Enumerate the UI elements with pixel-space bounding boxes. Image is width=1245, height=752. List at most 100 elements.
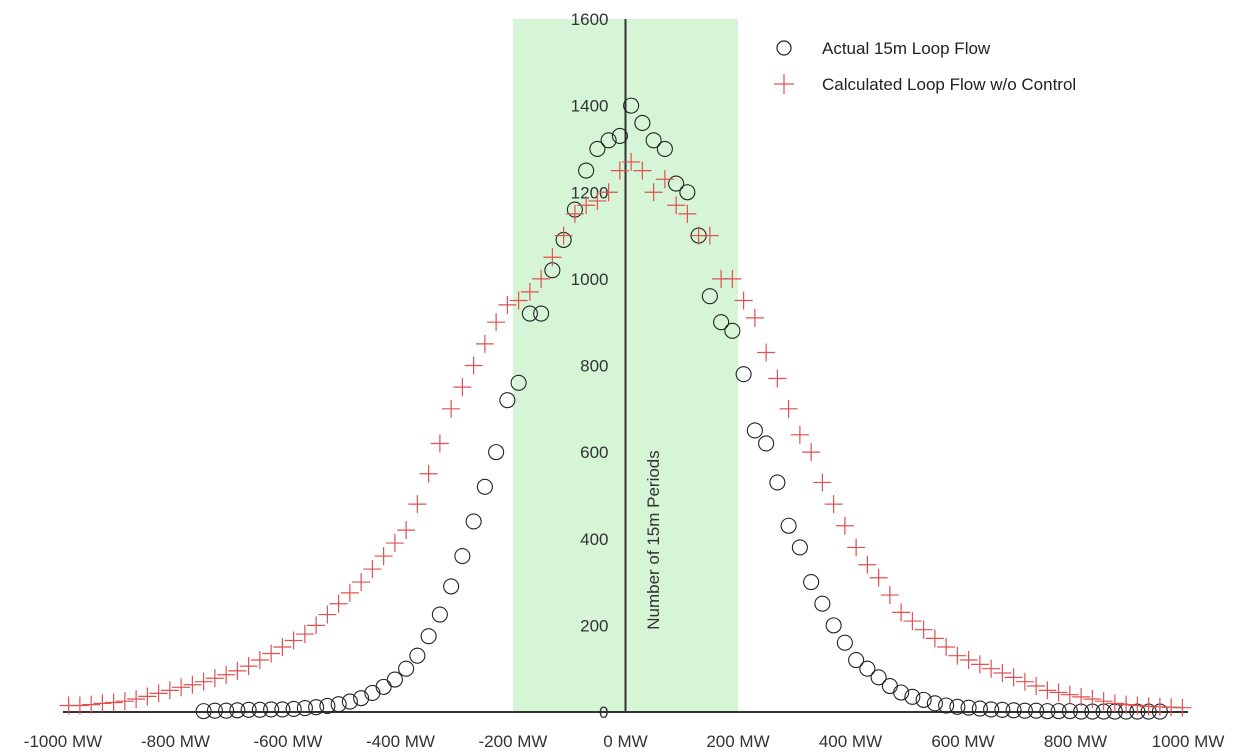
data-point-circle — [668, 175, 685, 192]
data-point-plus — [1128, 696, 1147, 715]
data-point-circle — [634, 114, 651, 131]
y-tick-label: 200 — [580, 616, 608, 635]
data-point-circle — [713, 314, 730, 331]
data-point-circle — [881, 677, 898, 695]
data-point-circle — [645, 132, 662, 149]
data-point-plus — [1105, 694, 1124, 713]
data-point-circle — [353, 690, 370, 707]
data-point-circle — [398, 660, 415, 677]
data-point-plus — [408, 495, 427, 514]
data-point-plus — [397, 521, 416, 540]
data-point-plus — [633, 161, 652, 180]
data-point-circle — [240, 701, 257, 718]
x-tick-labels: -1000 MW -800 MW -600 MW -400 MW -200 MW 0 MW… — [24, 732, 1225, 751]
data-point-plus — [352, 573, 371, 592]
data-point-plus — [543, 248, 562, 267]
data-point-circle — [1005, 702, 1022, 719]
data-point-plus — [959, 651, 978, 670]
data-point-plus — [655, 170, 674, 189]
data-point-plus — [442, 399, 461, 418]
data-point-circle — [308, 699, 325, 716]
data-point-circle — [465, 513, 482, 530]
data-point-circle — [1016, 702, 1033, 719]
data-point-circle — [229, 702, 246, 719]
data-point-circle — [949, 698, 966, 715]
data-point-circle — [263, 701, 280, 718]
data-point-circle — [420, 628, 437, 645]
series-calculated — [59, 152, 1192, 717]
data-point-plus — [194, 672, 213, 691]
data-point-circle — [656, 140, 673, 157]
x-tick-label: -200 MW — [479, 732, 548, 751]
data-point-circle — [330, 696, 347, 713]
data-point-plus — [948, 646, 967, 665]
data-point-circle — [893, 684, 910, 701]
data-point-plus — [869, 568, 888, 587]
data-point-plus — [790, 425, 809, 444]
data-point-plus — [160, 681, 179, 700]
data-point-circle — [476, 478, 493, 495]
data-point-plus — [307, 616, 326, 635]
y-tick-label: 1200 — [571, 183, 609, 202]
data-point-plus — [127, 690, 146, 709]
data-point-circle — [960, 699, 977, 716]
data-point-plus — [858, 555, 877, 574]
data-point-plus — [577, 196, 596, 215]
data-point-plus — [554, 226, 573, 245]
data-point-plus — [892, 603, 911, 622]
data-point-plus — [937, 638, 956, 657]
data-point-circle — [431, 606, 448, 623]
data-point-circle — [983, 701, 1000, 718]
data-point-circle — [938, 697, 955, 714]
data-point-plus — [678, 204, 697, 223]
data-point-plus — [340, 583, 359, 602]
y-tick-label: 600 — [580, 443, 608, 462]
data-point-plus — [1015, 672, 1034, 691]
data-point-plus — [1038, 681, 1057, 700]
data-point-plus — [745, 308, 764, 327]
data-point-plus — [374, 547, 393, 566]
data-point-plus — [419, 464, 438, 483]
data-point-circle — [791, 539, 808, 556]
data-point-plus — [520, 282, 539, 301]
data-point-plus — [329, 594, 348, 613]
y-tick-label: 1600 — [571, 10, 609, 29]
data-point-circle — [251, 701, 268, 718]
legend-item-actual: Actual 15m Loop Flow — [776, 39, 991, 58]
series-actual — [195, 97, 1168, 720]
legend-item-calculated: Calculated Loop Flow w/o Control — [774, 74, 1076, 94]
data-point-plus — [802, 443, 821, 462]
data-point-plus — [363, 560, 382, 579]
data-point-plus — [779, 399, 798, 418]
data-point-plus — [599, 183, 618, 202]
data-point-circle — [578, 162, 595, 179]
data-point-plus — [824, 495, 843, 514]
data-point-plus — [138, 687, 157, 706]
data-point-circle — [319, 697, 336, 714]
data-point-plus — [239, 657, 258, 676]
data-point-plus — [723, 269, 742, 288]
data-point-plus — [667, 196, 686, 215]
x-tick-label: -400 MW — [366, 732, 435, 751]
data-point-circle — [859, 660, 876, 677]
data-point-circle — [758, 435, 775, 452]
data-point-circle — [814, 595, 831, 612]
data-point-plus — [464, 356, 483, 375]
data-point-circle — [409, 647, 426, 664]
data-point-plus — [228, 661, 247, 680]
data-point-plus — [1094, 692, 1113, 711]
data-point-plus — [172, 678, 191, 697]
x-tick-label: 600 MW — [931, 732, 994, 751]
data-point-plus — [1004, 668, 1023, 687]
x-tick-label: -600 MW — [254, 732, 323, 751]
data-point-plus — [700, 226, 719, 245]
data-point-circle — [915, 691, 932, 708]
x-tick-label: -1000 MW — [24, 732, 102, 751]
data-point-circle — [499, 392, 516, 409]
data-point-plus — [1049, 683, 1068, 702]
data-point-circle — [510, 374, 527, 391]
data-point-plus — [93, 694, 112, 713]
data-point-plus — [104, 693, 123, 712]
data-point-plus — [205, 669, 224, 688]
